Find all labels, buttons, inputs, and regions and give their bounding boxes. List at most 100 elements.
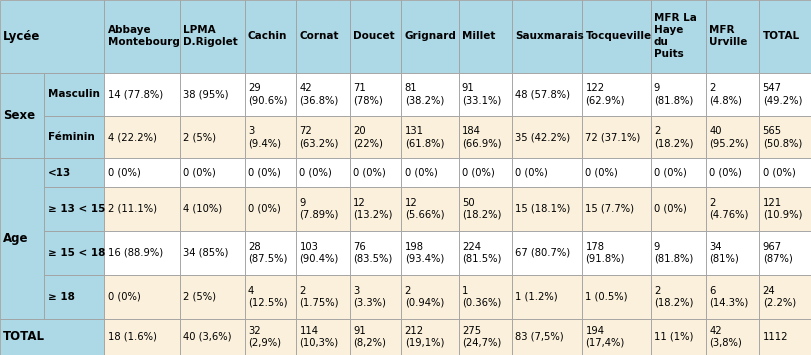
Bar [180, 231, 244, 275]
Text: 131
(61.8%): 131 (61.8%) [404, 126, 444, 148]
Text: 2
(1.75%): 2 (1.75%) [299, 286, 338, 308]
Bar [458, 231, 512, 275]
Bar [244, 116, 296, 158]
Bar [104, 0, 180, 72]
Bar [296, 72, 350, 116]
Text: 122
(62.9%): 122 (62.9%) [585, 83, 624, 105]
Bar [705, 231, 758, 275]
Bar [350, 231, 401, 275]
Text: 71
(78%): 71 (78%) [353, 83, 382, 105]
Bar [45, 275, 104, 319]
Text: Cornat: Cornat [299, 31, 338, 41]
Text: 9
(81.8%): 9 (81.8%) [653, 242, 692, 264]
Bar [0, 158, 45, 319]
Bar [296, 187, 350, 231]
Bar [401, 231, 458, 275]
Text: 0 (0%): 0 (0%) [404, 168, 437, 178]
Text: 72 (37.1%): 72 (37.1%) [585, 132, 640, 142]
Bar [758, 72, 811, 116]
Text: 1 (0.5%): 1 (0.5%) [585, 292, 627, 302]
Text: 9
(7.89%): 9 (7.89%) [299, 198, 338, 220]
Text: TOTAL: TOTAL [762, 31, 799, 41]
Bar [180, 187, 244, 231]
Bar [45, 72, 104, 116]
Text: 35 (42.2%): 35 (42.2%) [515, 132, 570, 142]
Text: 0 (0%): 0 (0%) [653, 204, 685, 214]
Bar [581, 116, 650, 158]
Bar [581, 158, 650, 187]
Bar [512, 231, 581, 275]
Text: 24
(2.2%): 24 (2.2%) [762, 286, 795, 308]
Bar [0, 72, 45, 158]
Bar [512, 158, 581, 187]
Text: ≥ 18: ≥ 18 [48, 292, 75, 302]
Bar [45, 116, 104, 158]
Text: 34
(81%): 34 (81%) [708, 242, 738, 264]
Text: 212
(19,1%): 212 (19,1%) [404, 326, 444, 348]
Bar [401, 158, 458, 187]
Bar [458, 319, 512, 355]
Text: 15 (18.1%): 15 (18.1%) [515, 204, 570, 214]
Text: 42
(3,8%): 42 (3,8%) [708, 326, 741, 348]
Bar [296, 275, 350, 319]
Text: 1
(0.36%): 1 (0.36%) [461, 286, 500, 308]
Bar [244, 187, 296, 231]
Bar [758, 116, 811, 158]
Text: 48 (57.8%): 48 (57.8%) [515, 89, 569, 99]
Bar [401, 72, 458, 116]
Bar [180, 275, 244, 319]
Bar [705, 187, 758, 231]
Bar [350, 319, 401, 355]
Text: 4 (10%): 4 (10%) [183, 204, 222, 214]
Text: MFR
Urville: MFR Urville [708, 25, 747, 47]
Bar [650, 116, 705, 158]
Text: 3
(3.3%): 3 (3.3%) [353, 286, 385, 308]
Text: 50
(18.2%): 50 (18.2%) [461, 198, 500, 220]
Text: 0 (0%): 0 (0%) [183, 168, 216, 178]
Bar [244, 231, 296, 275]
Text: 16 (88.9%): 16 (88.9%) [107, 248, 162, 258]
Bar [180, 319, 244, 355]
Text: MFR La
Haye
du
Puits: MFR La Haye du Puits [653, 13, 696, 59]
Bar [350, 158, 401, 187]
Bar [512, 72, 581, 116]
Bar [758, 187, 811, 231]
Bar [581, 0, 650, 72]
Text: 42
(36.8%): 42 (36.8%) [299, 83, 338, 105]
Bar [350, 116, 401, 158]
Text: 9
(81.8%): 9 (81.8%) [653, 83, 692, 105]
Text: 194
(17,4%): 194 (17,4%) [585, 326, 624, 348]
Text: 0 (0%): 0 (0%) [353, 168, 385, 178]
Bar [758, 0, 811, 72]
Bar [705, 158, 758, 187]
Bar [350, 0, 401, 72]
Text: 2
(4.8%): 2 (4.8%) [708, 83, 741, 105]
Text: 4
(12.5%): 4 (12.5%) [247, 286, 287, 308]
Text: 6
(14.3%): 6 (14.3%) [708, 286, 748, 308]
Text: 2 (11.1%): 2 (11.1%) [107, 204, 157, 214]
Text: 83 (7,5%): 83 (7,5%) [515, 332, 564, 342]
Bar [705, 72, 758, 116]
Text: Féminin: Féminin [48, 132, 94, 142]
Bar [581, 72, 650, 116]
Text: 2
(4.76%): 2 (4.76%) [708, 198, 748, 220]
Text: 224
(81.5%): 224 (81.5%) [461, 242, 500, 264]
Text: 0 (0%): 0 (0%) [107, 292, 140, 302]
Bar [45, 187, 104, 231]
Bar [401, 275, 458, 319]
Bar [180, 72, 244, 116]
Text: 0 (0%): 0 (0%) [247, 168, 280, 178]
Bar [244, 0, 296, 72]
Bar [0, 0, 104, 72]
Bar [180, 0, 244, 72]
Text: 29
(90.6%): 29 (90.6%) [247, 83, 287, 105]
Bar [705, 0, 758, 72]
Bar [512, 275, 581, 319]
Bar [45, 231, 104, 275]
Bar [104, 231, 180, 275]
Text: 11 (1%): 11 (1%) [653, 332, 693, 342]
Text: 0 (0%): 0 (0%) [708, 168, 741, 178]
Bar [244, 275, 296, 319]
Bar [104, 319, 180, 355]
Text: 2
(0.94%): 2 (0.94%) [404, 286, 444, 308]
